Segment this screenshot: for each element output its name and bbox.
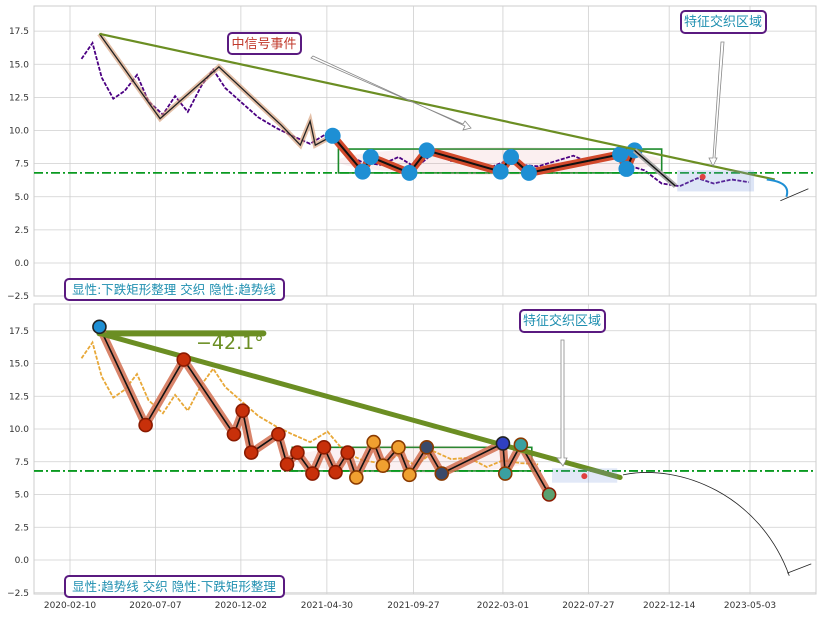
- pivot-point: [354, 163, 371, 180]
- signal-event-label: 中信号事件: [231, 37, 296, 52]
- pivot-point: [541, 487, 557, 502]
- pivot-point: [226, 426, 242, 442]
- price-line: [80, 340, 539, 468]
- pivot-point: [418, 142, 435, 159]
- x-tick-label: 2020-02-10: [44, 601, 97, 611]
- feature-region: [677, 170, 755, 192]
- y-tick-label: 17.5: [9, 27, 29, 37]
- y-tick-label: −2.5: [7, 292, 29, 302]
- trendline: [99, 32, 776, 181]
- bottom-y-axis: 17.5 15.0 12.5 10.0 7.5 5.0 2.5 0.0 −2.5: [7, 327, 29, 599]
- feature-region-center: [581, 473, 588, 480]
- pivot-point: [349, 470, 364, 485]
- pivot-point: [366, 434, 381, 450]
- y-tick-label: 10.0: [9, 127, 29, 137]
- y-tick-label: 7.5: [15, 160, 29, 170]
- pivot-point: [290, 445, 305, 460]
- bottom-region-label: 特征交织区域: [523, 313, 601, 329]
- pivot-point: [243, 445, 259, 460]
- x-axis: 2020-02-10 2020-07-07 2020-12-02 2021-04-30…: [44, 601, 776, 611]
- y-tick-label: 15.0: [9, 360, 29, 370]
- y-tick-label: 10.0: [9, 425, 29, 435]
- x-tick-label: 2023-05-03: [724, 601, 776, 611]
- y-tick-label: 0.0: [15, 556, 30, 566]
- pivot-point: [612, 146, 629, 163]
- pivot-point: [391, 440, 406, 455]
- pivot-point: [618, 160, 635, 177]
- top-region-label: 特征交织区域: [684, 14, 762, 30]
- pivot-point: [279, 457, 295, 472]
- x-tick-label: 2022-12-14: [643, 601, 696, 611]
- pivot-point: [316, 440, 332, 455]
- y-tick-label: 2.5: [15, 226, 29, 236]
- top-region-callout: 特征交织区域: [680, 10, 767, 167]
- pivot-point: [176, 352, 192, 367]
- bottom-region-callout: 特征交织区域: [519, 309, 606, 467]
- bottom-caption-box: 显性:趋势线 交织 隐性:下跌矩形整理: [64, 575, 285, 598]
- forecast-tick: [780, 188, 809, 202]
- y-tick-label: 2.5: [15, 523, 29, 533]
- forecast-arc: [766, 178, 789, 198]
- x-tick-label: 2020-12-02: [215, 601, 267, 611]
- pivot-point: [401, 164, 418, 181]
- pivot-point: [520, 164, 537, 181]
- feature-region-center: [699, 173, 706, 180]
- y-tick-label: 15.0: [9, 60, 29, 70]
- top-region-arrow: [708, 41, 725, 167]
- y-tick-label: 7.5: [15, 458, 29, 468]
- x-tick-label: 2022-03-01: [477, 601, 529, 611]
- pivot-point: [328, 464, 343, 480]
- pivot-point: [235, 403, 250, 418]
- pivot-point: [495, 436, 511, 451]
- bottom-region-arrow: [556, 339, 568, 467]
- top-panel: 17.5 15.0 12.5 10.0 7.5 5.0 2.5 0.0 −2.5 中信号事件 特…: [7, 5, 817, 302]
- y-tick-label: 5.0: [15, 491, 30, 501]
- pivot-point: [434, 466, 450, 481]
- pivot-point: [324, 127, 341, 144]
- angle-label: −42.1°: [196, 332, 264, 354]
- pivot-point: [497, 466, 513, 481]
- top-caption: 显性:下跌矩形整理 交织 隐性:趋势线: [72, 282, 276, 297]
- zigzag-trend: [98, 33, 333, 147]
- forecast-arc: [622, 472, 790, 576]
- x-tick-label: 2021-09-27: [387, 601, 439, 611]
- pivot-point: [402, 467, 417, 483]
- pivot-point: [92, 319, 107, 335]
- signal-event-callout: 中信号事件: [227, 32, 472, 131]
- y-tick-label: −2.5: [7, 589, 29, 599]
- pivot-point: [138, 417, 153, 433]
- pivot-point: [513, 437, 529, 453]
- top-y-axis: 17.5 15.0 12.5 10.0 7.5 5.0 2.5 0.0 −2.5: [7, 27, 29, 302]
- pivot-point: [305, 466, 320, 481]
- x-tick-label: 2021-04-30: [301, 601, 354, 611]
- y-tick-label: 12.5: [9, 392, 29, 402]
- pivot-point: [492, 163, 509, 180]
- forecast-tick: [787, 563, 812, 574]
- signal-event-arrow: [310, 55, 472, 131]
- x-tick-label: 2020-07-07: [129, 601, 181, 611]
- pivot-point: [340, 445, 355, 460]
- breakdown-line: [634, 149, 676, 187]
- pivot-point: [375, 458, 391, 473]
- pivot-point: [362, 149, 379, 165]
- pivot-point: [503, 149, 520, 165]
- bottom-caption: 显性:趋势线 交织 隐性:下跌矩形整理: [72, 579, 276, 594]
- y-tick-label: 5.0: [15, 193, 30, 203]
- pivot-point: [271, 426, 286, 442]
- top-caption-box: 显性:下跌矩形整理 交织 隐性:趋势线: [64, 278, 285, 301]
- y-tick-label: 17.5: [9, 327, 29, 337]
- x-tick-label: 2022-07-27: [562, 601, 614, 611]
- bottom-panel: 17.515.012.510.07.55.02.50.0−2.5 −42.1° …: [7, 303, 817, 599]
- y-tick-label: 0.0: [15, 259, 30, 269]
- y-tick-label: 12.5: [9, 93, 29, 103]
- pivot-point: [419, 440, 435, 455]
